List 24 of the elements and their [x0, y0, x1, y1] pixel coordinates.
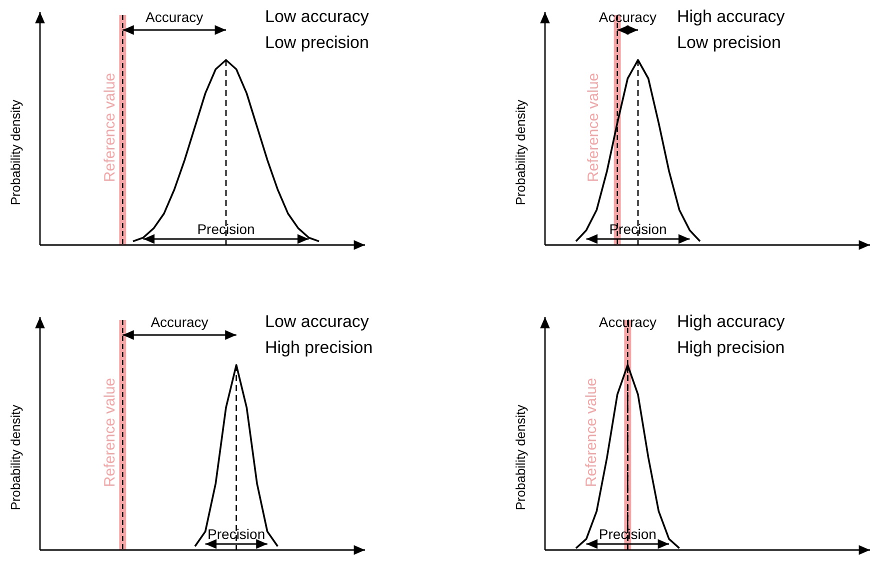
- annotation: Precision: [598, 526, 656, 542]
- annotation: Reference value: [102, 72, 119, 182]
- annotation: Reference value: [584, 72, 602, 182]
- chart-subtitle: Low precision: [677, 33, 781, 52]
- text: Accuracy: [150, 314, 208, 330]
- y-axis-title: Probability density: [8, 404, 23, 510]
- annotation: Precision: [197, 221, 255, 237]
- chart-title: High accuracy: [677, 312, 786, 331]
- chart-subtitle: Low precision: [265, 33, 369, 52]
- chart-title: Low accuracy: [265, 7, 370, 26]
- chart-title: High accuracy: [677, 7, 786, 26]
- text: Accuracy: [146, 9, 204, 25]
- annotation: Reference value: [102, 378, 119, 488]
- annotation: Precision: [208, 526, 266, 542]
- chart-title: Low accuracy: [265, 312, 370, 331]
- chart-subtitle: High precision: [677, 338, 785, 357]
- text: Accuracy: [598, 9, 656, 25]
- y-axis-title: Probability density: [513, 404, 528, 510]
- y-axis-title: Probability density: [513, 99, 528, 206]
- y-axis-title: Probability density: [8, 99, 23, 206]
- annotation: Precision: [609, 221, 667, 237]
- annotation: Reference value: [582, 378, 600, 488]
- text: Accuracy: [598, 314, 656, 330]
- chart-subtitle: High precision: [265, 338, 373, 357]
